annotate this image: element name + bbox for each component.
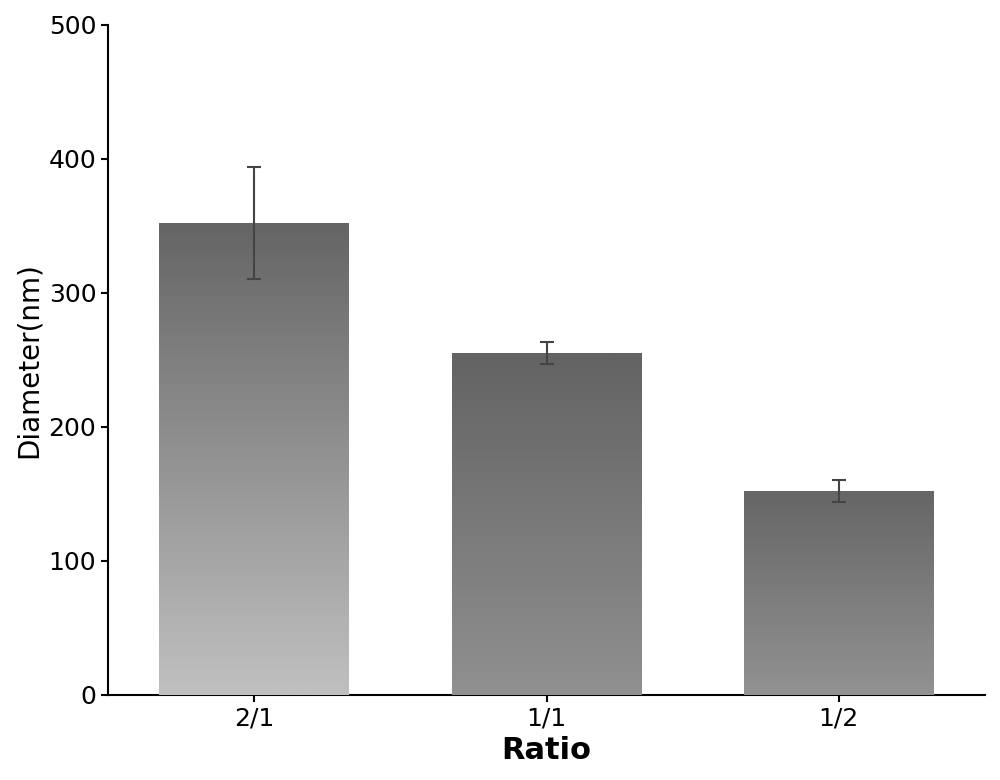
X-axis label: Ratio: Ratio [502,736,592,765]
Bar [744,491,934,695]
Bar [159,223,349,695]
Bar [452,353,642,695]
Y-axis label: Diameter(nm): Diameter(nm) [15,261,43,458]
